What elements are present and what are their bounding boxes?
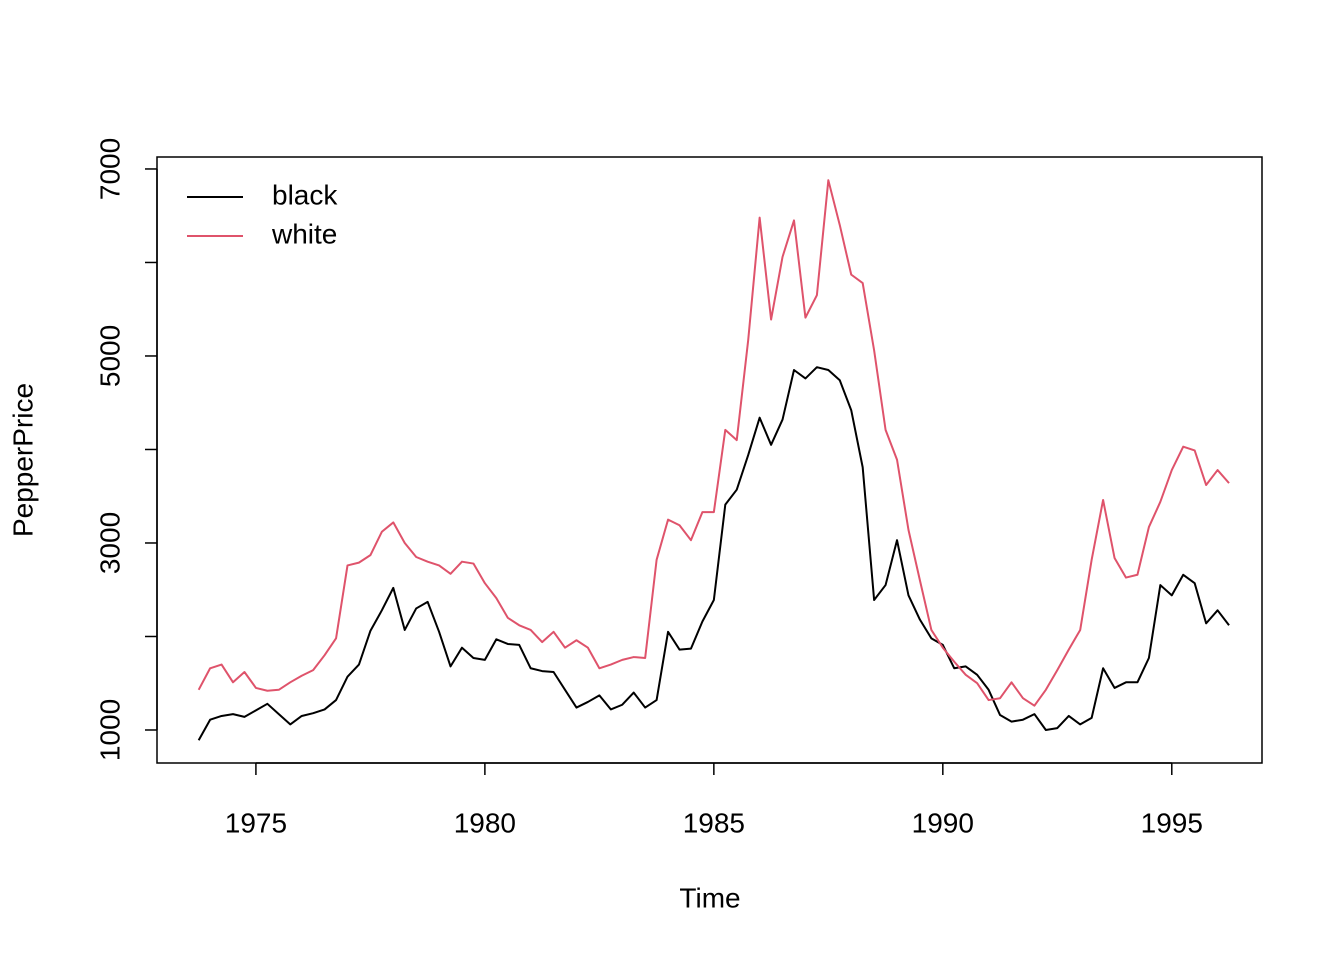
x-tick-label: 1980 (454, 807, 516, 838)
x-tick-label: 1975 (225, 807, 287, 838)
series-line (197, 179, 1230, 707)
x-tick-label: 1995 (1141, 807, 1203, 838)
legend-label: black (272, 179, 338, 210)
x-tick-label: 1990 (912, 807, 974, 838)
y-axis-label: PepperPrice (7, 383, 38, 537)
legend-label: white (271, 218, 337, 249)
series-line (197, 366, 1230, 741)
x-axis-label: Time (679, 882, 740, 913)
y-tick-label: 3000 (94, 512, 125, 574)
y-tick-label: 5000 (94, 325, 125, 387)
x-tick-label: 1985 (683, 807, 745, 838)
y-tick-label: 1000 (94, 699, 125, 761)
y-tick-label: 7000 (94, 138, 125, 200)
